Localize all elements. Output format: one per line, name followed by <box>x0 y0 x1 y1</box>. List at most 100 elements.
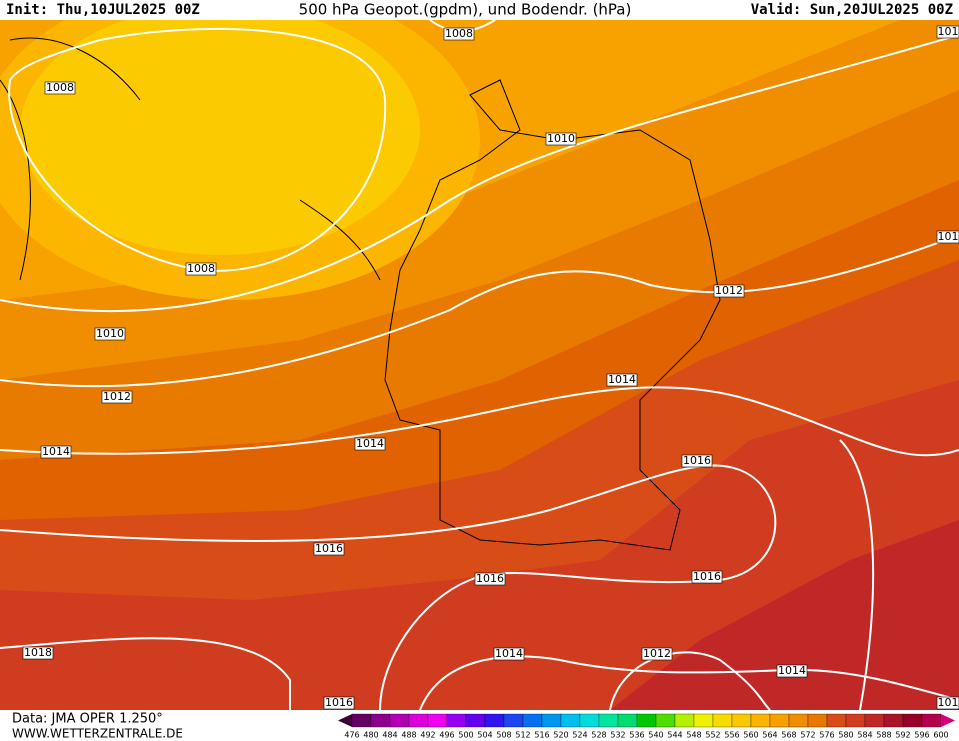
label-box <box>936 230 959 244</box>
colorbar-label: 544 <box>667 731 682 740</box>
label-box <box>936 25 959 39</box>
isobar-label: 1014 <box>495 647 523 660</box>
label-box <box>313 542 345 556</box>
colorbar-cell <box>560 713 581 728</box>
colorbar-label: 600 <box>933 731 948 740</box>
isobar-label: 1014 <box>42 445 70 458</box>
colorbar-label: 524 <box>572 731 587 740</box>
isobar <box>839 439 875 711</box>
colorbar-label: 520 <box>553 731 568 740</box>
init-time: Init: Thu,10JUL2025 00Z <box>6 2 200 18</box>
colorbar-cell <box>826 713 847 728</box>
colorbar-label: 528 <box>591 731 606 740</box>
label-box <box>354 437 386 451</box>
colorbar-cell <box>370 713 391 728</box>
label-box <box>474 572 506 586</box>
colorbar-label: 540 <box>648 731 663 740</box>
label-box <box>323 696 355 710</box>
isobar-label: 1008 <box>445 27 473 40</box>
colorbar-cell <box>465 713 486 728</box>
header-bg <box>0 0 959 20</box>
colorbar-label: 584 <box>857 731 872 740</box>
colorbar-cell <box>712 713 733 728</box>
label-box <box>185 262 217 276</box>
colorbar-end <box>941 714 955 727</box>
label-box <box>776 664 808 678</box>
isobar-label: 1014 <box>608 373 636 386</box>
isobar <box>8 27 387 272</box>
colorbar-label: 536 <box>629 731 644 740</box>
colorbar-cell <box>617 713 638 728</box>
colorbar-cell <box>769 713 790 728</box>
isobar-label: 1012 <box>715 284 743 297</box>
colorbar-cell <box>807 713 828 728</box>
colorbar-cell <box>598 713 619 728</box>
colorbar-label: 504 <box>477 731 492 740</box>
country-outline <box>384 79 721 551</box>
field <box>0 0 959 710</box>
isobar-label: 101 <box>938 230 959 243</box>
label-box <box>681 454 713 468</box>
colorbar-cell <box>883 713 904 728</box>
colorbar-cell <box>788 713 809 728</box>
isobar-label: 101 <box>938 696 959 709</box>
map-title: 500 hPa Geopot.(gpdm), und Bodendr. (hPa… <box>299 1 632 19</box>
colorbar-cell <box>427 713 448 728</box>
colorbar-cell <box>351 713 372 728</box>
isobar <box>609 651 771 711</box>
colorbar-label: 516 <box>534 731 549 740</box>
colorbar-cell <box>921 713 942 728</box>
colorbar-label: 488 <box>401 731 416 740</box>
colorbar-label: 572 <box>800 731 815 740</box>
colorbar-cell <box>579 713 600 728</box>
colorbar-label: 476 <box>344 731 359 740</box>
colorbar-label: 596 <box>914 731 929 740</box>
colorbar-cell <box>636 713 657 728</box>
label-box <box>40 445 72 459</box>
colorbar-cell <box>503 713 524 728</box>
isobar-label: 1010 <box>547 132 575 145</box>
label-box <box>94 327 126 341</box>
colorbar-label: 556 <box>724 731 739 740</box>
isobar-label: 1012 <box>103 390 131 403</box>
isobar-label: 1014 <box>356 437 384 450</box>
isobars <box>0 19 959 711</box>
isobar-label: 1008 <box>187 262 215 275</box>
colorbar-label: 532 <box>610 731 625 740</box>
isobar <box>0 34 959 313</box>
colorbar-end <box>338 714 352 727</box>
colorbar-label: 500 <box>458 731 473 740</box>
colorbar-cell <box>902 713 923 728</box>
colorbar-label: 484 <box>382 731 397 740</box>
valid-time: Valid: Sun,20JUL2025 00Z <box>751 2 953 18</box>
label-box <box>443 27 475 41</box>
label-box <box>101 390 133 404</box>
colorbar-label: 576 <box>819 731 834 740</box>
label-box <box>44 81 76 95</box>
colorbar-cell <box>864 713 885 728</box>
isobar-label: 1010 <box>96 327 124 340</box>
colorbar-label: 552 <box>705 731 720 740</box>
colorbar-label: 588 <box>876 731 891 740</box>
isobar <box>0 386 959 457</box>
isobar-labels: 1008 1008 1010 1008 1012 1010 1012 1014 1014 1014… <box>22 25 959 710</box>
colorbar-cell <box>389 713 410 728</box>
colorbar-cell <box>446 713 467 728</box>
colorbar-label: 568 <box>781 731 796 740</box>
isobar-label: 1016 <box>315 542 343 555</box>
isobar-label: 101 <box>938 25 959 38</box>
label-box <box>691 570 723 584</box>
colorbar-label: 592 <box>895 731 910 740</box>
colorbar-cell <box>674 713 695 728</box>
isobar <box>0 464 777 711</box>
isobar <box>0 637 291 710</box>
label-box <box>641 647 673 661</box>
colorbar-label: 548 <box>686 731 701 740</box>
isobar-label: 1016 <box>693 570 721 583</box>
colorbar: 476 480 484 488 492 496 500 504 508 512 516 520 524 5… <box>338 713 955 740</box>
colorbar-cell <box>655 713 676 728</box>
colorbar-cell <box>541 713 562 728</box>
colorbar-label: 496 <box>439 731 454 740</box>
colorbar-label: 492 <box>420 731 435 740</box>
